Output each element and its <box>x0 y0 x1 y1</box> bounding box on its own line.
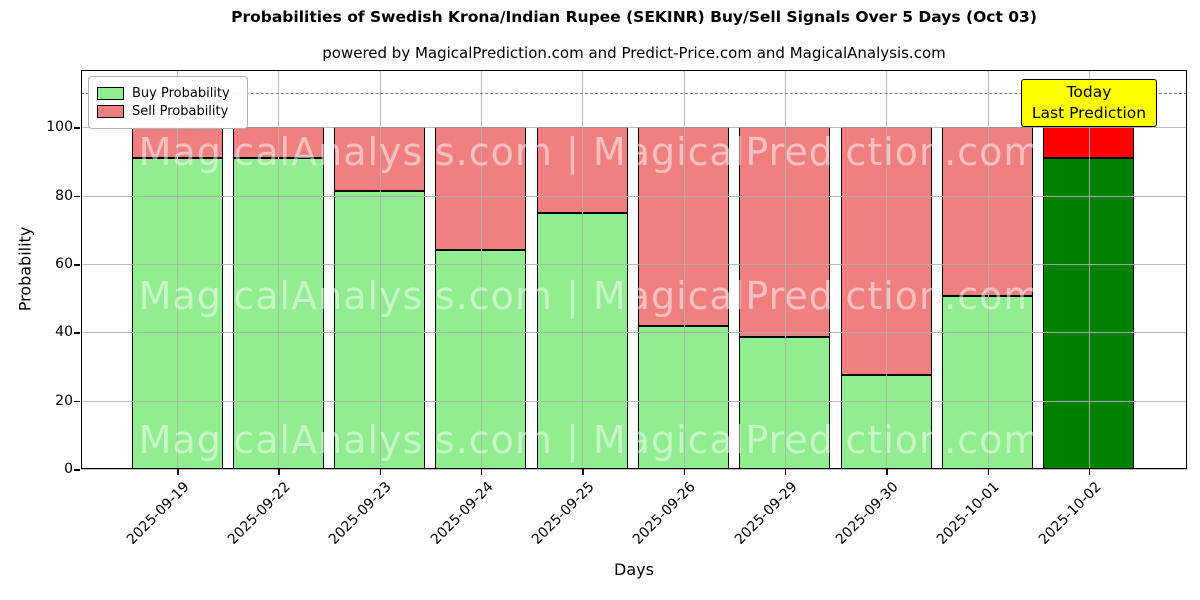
vertical-gridline <box>886 70 888 469</box>
chart-title: Probabilities of Swedish Krona/Indian Ru… <box>231 8 1037 26</box>
legend-entry-buy: Buy Probability <box>97 86 237 101</box>
x-tick <box>177 469 179 475</box>
x-tick-label: 2025-10-02 <box>1035 479 1105 548</box>
buy-swatch-icon <box>97 87 124 100</box>
x-tick-label: 2025-09-29 <box>731 479 801 548</box>
vertical-gridline <box>480 70 482 469</box>
horizontal-gridline <box>81 264 1187 266</box>
y-axis-label: Probability <box>15 226 35 312</box>
x-tick <box>582 469 584 475</box>
x-axis-label: Days <box>614 560 654 579</box>
horizontal-gridline <box>81 332 1187 334</box>
y-tick <box>74 127 80 129</box>
y-tick <box>74 264 80 266</box>
y-tick-label: 60 <box>55 256 73 273</box>
x-tick <box>480 469 483 475</box>
x-tick-label: 2025-09-25 <box>528 479 598 548</box>
x-tick-label: 2025-09-23 <box>326 479 395 548</box>
y-tick-label: 40 <box>55 324 73 341</box>
dashed-threshold-line <box>81 93 1187 95</box>
today-annotation-line2: Last Prediction <box>1031 104 1147 122</box>
y-tick-label: 80 <box>55 187 73 204</box>
vertical-gridline <box>1088 70 1090 469</box>
x-tick <box>886 469 888 475</box>
horizontal-gridline <box>81 400 1187 402</box>
y-tick-label: 0 <box>64 461 73 477</box>
horizontal-gridline <box>81 127 1187 129</box>
today-annotation: Today Last Prediction <box>1021 79 1157 127</box>
x-tick <box>379 469 382 475</box>
x-tick <box>987 469 990 475</box>
y-tick <box>74 400 80 403</box>
y-tick <box>74 469 80 471</box>
x-tick <box>683 469 686 475</box>
x-tick <box>278 469 280 475</box>
x-tick <box>1088 469 1091 475</box>
vertical-gridline <box>582 70 584 469</box>
legend-entry-sell: Sell Probability <box>97 104 237 119</box>
y-tick <box>74 195 80 198</box>
x-tick-label: 2025-10-01 <box>934 479 1003 548</box>
x-tick-label: 2025-09-19 <box>123 479 193 548</box>
horizontal-gridline <box>81 469 1187 470</box>
x-tick-label: 2025-09-26 <box>630 479 699 548</box>
legend: Buy Probability Sell Probability <box>88 76 248 129</box>
sell-swatch-icon <box>97 105 124 118</box>
x-tick-label: 2025-09-22 <box>224 479 294 548</box>
vertical-gridline <box>784 70 786 469</box>
legend-label-sell: Sell Probability <box>132 104 229 119</box>
x-tick <box>784 469 787 475</box>
today-annotation-line1: Today <box>1066 83 1112 101</box>
chart-subtitle: powered by MagicalPrediction.com and Pre… <box>322 44 946 62</box>
vertical-gridline <box>379 70 381 469</box>
vertical-gridline <box>278 70 280 469</box>
x-tick-label: 2025-09-30 <box>832 479 902 548</box>
vertical-gridline <box>683 70 685 469</box>
vertical-gridline <box>987 70 989 469</box>
legend-label-buy: Buy Probability <box>132 86 230 101</box>
y-tick <box>74 332 80 334</box>
y-tick-label: 20 <box>55 392 73 409</box>
x-tick-label: 2025-09-24 <box>427 479 497 548</box>
vertical-gridline <box>177 70 178 469</box>
horizontal-gridline <box>81 195 1187 197</box>
y-tick-label: 100 <box>46 119 73 136</box>
